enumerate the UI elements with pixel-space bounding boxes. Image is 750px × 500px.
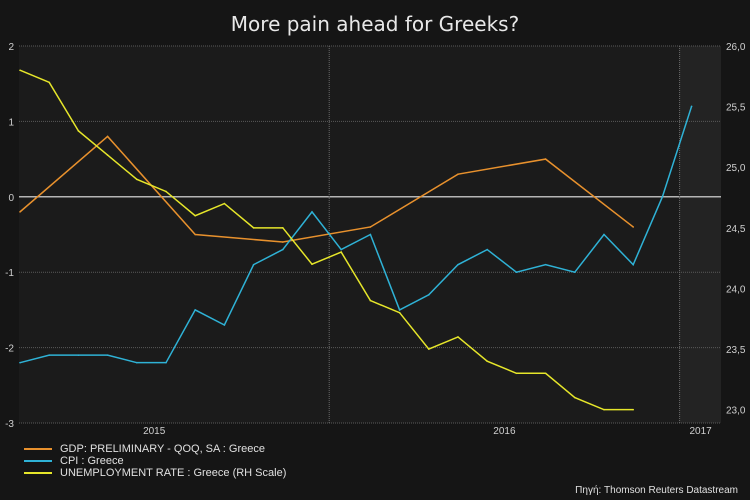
data-point-cpi bbox=[165, 361, 167, 364]
data-point-unemployment bbox=[574, 396, 576, 399]
legend-item-unemployment: UNEMPLOYMENT RATE : Greece (RH Scale) bbox=[24, 467, 286, 479]
data-point-unemployment bbox=[106, 154, 109, 156]
data-point-cpi bbox=[457, 263, 459, 266]
data-point-gdp bbox=[632, 226, 634, 228]
data-point-cpi bbox=[544, 263, 547, 266]
legend-label-unemployment: UNEMPLOYMENT RATE : Greece (RH Scale) bbox=[60, 467, 287, 479]
data-point-cpi bbox=[690, 105, 693, 108]
data-point-unemployment bbox=[77, 130, 80, 132]
data-point-cpi bbox=[340, 248, 343, 251]
data-point-cpi bbox=[311, 211, 313, 213]
left-tick-label: 0 bbox=[8, 193, 14, 204]
series-line-unemployment bbox=[19, 69, 634, 411]
data-point-unemployment bbox=[165, 190, 167, 193]
x-tick-label: 2016 bbox=[493, 426, 516, 437]
x-tick-label: 2017 bbox=[689, 426, 712, 437]
data-point-cpi bbox=[19, 361, 21, 364]
data-point-cpi bbox=[282, 248, 284, 251]
data-point-cpi bbox=[77, 354, 80, 356]
data-point-cpi bbox=[603, 233, 605, 236]
data-point-unemployment bbox=[486, 360, 489, 362]
data-point-unemployment bbox=[252, 227, 255, 229]
data-point-unemployment bbox=[340, 251, 343, 253]
right-tick-label: 23,0 bbox=[726, 406, 746, 417]
right-tick-label: 23,5 bbox=[726, 345, 746, 356]
chart-title: More pain ahead for Greeks? bbox=[230, 12, 520, 36]
source-note: Πηγή: Thomson Reuters Datastream bbox=[575, 485, 738, 496]
data-point-unemployment bbox=[603, 408, 605, 411]
data-point-unemployment bbox=[515, 372, 518, 375]
data-point-cpi bbox=[574, 271, 576, 274]
data-point-cpi bbox=[136, 361, 138, 364]
data-point-unemployment bbox=[282, 227, 284, 229]
data-point-cpi bbox=[252, 263, 255, 266]
right-tick-label: 26,0 bbox=[726, 42, 746, 53]
x-tick-label: 2015 bbox=[143, 426, 166, 437]
data-point-unemployment bbox=[48, 81, 50, 84]
left-tick-label: 2 bbox=[8, 42, 14, 53]
data-point-unemployment bbox=[311, 263, 313, 265]
data-point-cpi bbox=[428, 294, 430, 296]
data-point-unemployment bbox=[544, 372, 547, 375]
right-tick-label: 24,0 bbox=[726, 284, 746, 295]
data-point-unemployment bbox=[428, 348, 430, 350]
data-point-cpi bbox=[194, 309, 196, 311]
legend: GDP: PRELIMINARY - QOQ, SA : Greece CPI … bbox=[24, 443, 286, 479]
data-point-cpi bbox=[515, 271, 518, 274]
data-point-unemployment bbox=[19, 69, 21, 72]
legend-swatch-cpi bbox=[24, 460, 52, 462]
series-line-cpi bbox=[19, 106, 693, 364]
data-point-gdp bbox=[457, 173, 459, 175]
left-tick-label: 1 bbox=[8, 117, 14, 128]
data-point-unemployment bbox=[223, 202, 226, 205]
data-point-unemployment bbox=[457, 336, 459, 338]
data-point-cpi bbox=[486, 248, 489, 251]
left-tick-label: -1 bbox=[5, 268, 14, 279]
left-tick-label: -3 bbox=[5, 419, 14, 430]
data-point-gdp bbox=[194, 233, 196, 236]
left-tick-label: -2 bbox=[5, 344, 14, 355]
data-point-cpi bbox=[632, 263, 634, 266]
data-point-gdp bbox=[106, 135, 109, 138]
data-point-cpi bbox=[369, 233, 372, 236]
legend-item-gdp: GDP: PRELIMINARY - QOQ, SA : Greece bbox=[24, 443, 286, 455]
data-point-cpi bbox=[48, 354, 50, 356]
series-line-gdp bbox=[19, 135, 634, 243]
data-point-unemployment bbox=[136, 178, 138, 181]
data-point-unemployment bbox=[194, 214, 196, 217]
data-point-unemployment bbox=[632, 408, 634, 411]
legend-item-cpi: CPI : Greece bbox=[24, 455, 286, 467]
data-point-gdp bbox=[19, 211, 21, 213]
forecast-shading bbox=[679, 46, 721, 423]
data-point-cpi bbox=[661, 196, 664, 198]
data-point-gdp bbox=[282, 241, 284, 243]
right-tick-label: 25,5 bbox=[726, 103, 746, 114]
data-point-cpi bbox=[106, 354, 109, 356]
legend-label-gdp: GDP: PRELIMINARY - QOQ, SA : Greece bbox=[60, 443, 265, 455]
right-tick-label: 24,5 bbox=[726, 224, 746, 235]
data-point-cpi bbox=[223, 324, 226, 326]
data-point-unemployment bbox=[369, 299, 372, 302]
legend-swatch-gdp bbox=[24, 448, 52, 450]
legend-label-cpi: CPI : Greece bbox=[60, 455, 124, 467]
legend-swatch-unemployment bbox=[24, 472, 52, 474]
right-tick-label: 25,0 bbox=[726, 163, 746, 174]
data-point-gdp bbox=[369, 226, 372, 228]
data-point-gdp bbox=[544, 158, 547, 160]
data-point-unemployment bbox=[398, 311, 401, 314]
data-point-cpi bbox=[398, 309, 401, 311]
